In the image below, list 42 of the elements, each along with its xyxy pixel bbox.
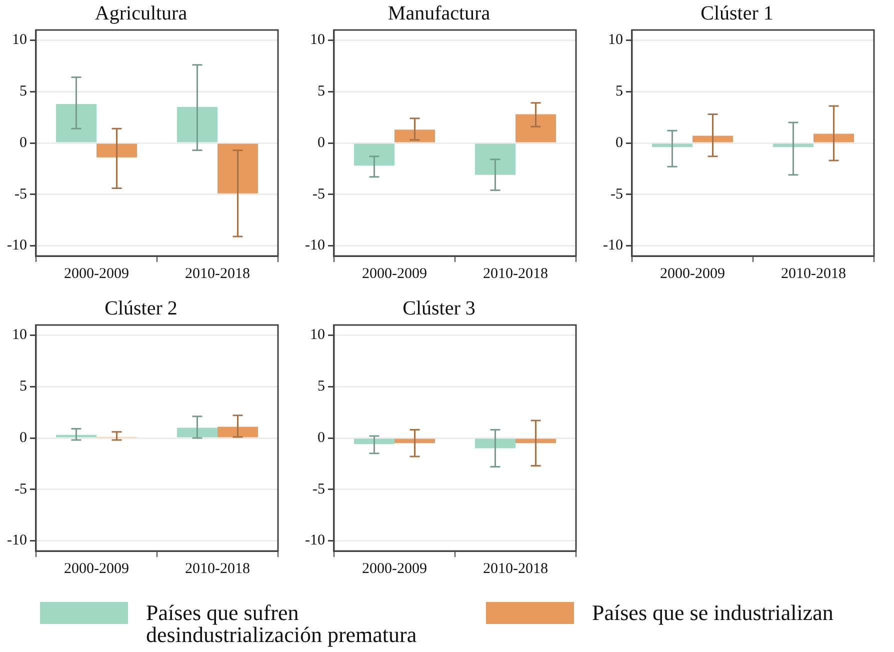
y-tick-label: 5 [317, 84, 325, 100]
y-tick-label: -10 [602, 238, 623, 254]
y-tick-label: -5 [14, 186, 27, 202]
y-tick-label: -5 [312, 481, 325, 498]
y-tick-label: 0 [317, 134, 325, 151]
y-tick-label: 0 [19, 430, 27, 446]
y-tick-label: 0 [615, 134, 623, 151]
y-tick-label: 10 [608, 32, 623, 48]
x-tick-label: 2000-2009 [660, 266, 725, 282]
x-tick-label: 2010-2018 [185, 560, 250, 577]
y-tick-label: 10 [310, 327, 325, 344]
y-tick-label: -10 [6, 238, 27, 254]
y-tick-label: 0 [19, 134, 27, 151]
chart-title: Clúster 3 [402, 297, 476, 320]
x-tick-label: 2010-2018 [185, 266, 250, 282]
y-tick-label: 5 [615, 84, 623, 100]
chart-title: Manufactura [388, 2, 490, 24]
y-tick-label: 10 [310, 32, 325, 48]
x-tick-label: 2000-2009 [64, 266, 129, 282]
chart-title: Agricultura [94, 2, 188, 24]
y-tick-label: 10 [12, 327, 27, 344]
x-tick-label: 2000-2009 [64, 560, 129, 577]
chart-title: Clúster 1 [700, 2, 774, 24]
y-tick-label: 10 [12, 32, 27, 48]
y-tick-label: -10 [304, 238, 325, 254]
x-tick-label: 2010-2018 [781, 266, 846, 282]
y-tick-label: 5 [19, 84, 27, 100]
y-tick-label: 5 [19, 378, 27, 395]
x-tick-label: 2000-2009 [362, 560, 427, 577]
y-tick-label: -10 [6, 532, 27, 549]
x-tick-label: 2000-2009 [362, 266, 427, 282]
legend-label: Países que sufren desindustrialización prematura [146, 600, 418, 647]
y-tick-label: 5 [317, 378, 325, 395]
y-tick-label: -5 [312, 186, 325, 202]
y-tick-label: 0 [317, 430, 325, 446]
legend-label: Países que se industrializan [592, 600, 834, 625]
x-tick-label: 2010-2018 [483, 560, 548, 577]
y-tick-label: -5 [610, 186, 623, 202]
chart-title: Clúster 2 [104, 297, 178, 320]
x-tick-label: 2010-2018 [483, 266, 548, 282]
y-tick-label: -5 [14, 481, 27, 498]
y-tick-label: -10 [304, 532, 325, 549]
